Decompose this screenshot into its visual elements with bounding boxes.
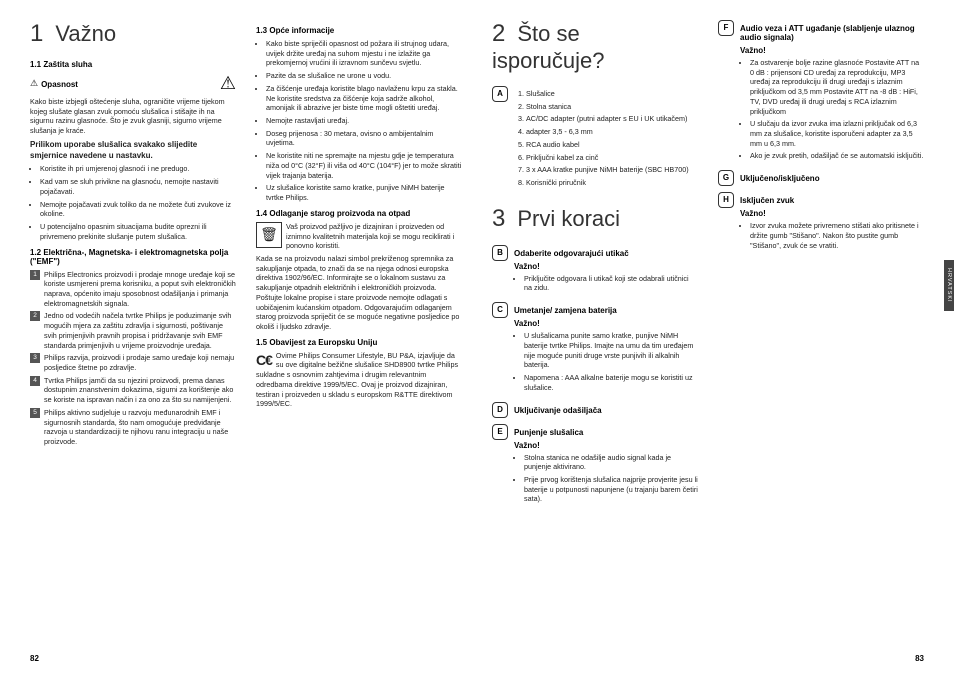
step-c: C Umetanje/ zamjena baterija Važno! U sl… bbox=[492, 302, 698, 395]
step-b: B Odaberite odgovarajući utikač Važno! P… bbox=[492, 245, 698, 296]
step-e: E Punjenje slušalica Važno! Stolna stani… bbox=[492, 424, 698, 508]
heading-3: 3Prvi koraci bbox=[492, 205, 698, 233]
step-f: F Audio veza i ATT ugađanje (slabljenje … bbox=[718, 20, 924, 164]
language-tab: HRVATSKI bbox=[944, 260, 954, 311]
page-num-right: 83 bbox=[915, 654, 924, 663]
para-1: Kako biste izbjegli oštećenje sluha, ogr… bbox=[30, 97, 236, 136]
heading-2: 2Što se isporučuje? bbox=[492, 20, 698, 74]
step-g: G Uključeno/isključeno bbox=[718, 170, 924, 186]
sec-1-4: 1.4 Odlaganje starog proizvoda na otpad bbox=[256, 209, 462, 218]
sec-1-3: 1.3 Opće informacije bbox=[256, 26, 462, 35]
box-a: A bbox=[492, 86, 508, 102]
page-num-left: 82 bbox=[30, 654, 39, 663]
contents-list: Slušalice Stolna stanica AC/DC adapter (… bbox=[514, 89, 698, 188]
hazard-triangle-icon: ⚠ bbox=[220, 73, 236, 94]
box-a-row: A Slušalice Stolna stanica AC/DC adapter… bbox=[492, 86, 698, 191]
sec-1-1: 1.1 Zaštita sluha bbox=[30, 60, 236, 69]
recycle-para: 🗑 Vaš proizvod pažljivo je dizajniran i … bbox=[256, 222, 462, 251]
danger-row: ⚠ Opasnost ⚠ bbox=[30, 73, 236, 94]
recycle-icon: 🗑 bbox=[256, 222, 282, 248]
guidelines-list: Koristite ih pri umjerenoj glasnoći i ne… bbox=[30, 164, 236, 241]
warning-icon: ⚠ bbox=[30, 78, 38, 89]
bold-guide: Prilikom uporabe slušalica svakako slije… bbox=[30, 140, 236, 162]
sec-1-2: 1.2 Električna-, Magnetska- i elektromag… bbox=[30, 248, 236, 266]
heading-1: 1Važno bbox=[30, 20, 236, 48]
emf-list: Philips Electronics proizvodi i prodaje … bbox=[30, 270, 236, 447]
weee-para: Kada se na proizvodu nalazi simbol prekr… bbox=[256, 254, 462, 332]
eu-para: C€ Ovime Philips Consumer Lifestyle, BU … bbox=[256, 351, 462, 409]
step-d: D Uključivanje odašiljača bbox=[492, 402, 698, 418]
sec-1-5: 1.5 Obavijest za Europsku Uniju bbox=[256, 338, 462, 347]
step-h: H Isključen zvuk Važno! Izvor zvuka može… bbox=[718, 192, 924, 253]
general-info-list: Kako biste spriječili opasnost od požara… bbox=[256, 39, 462, 203]
ce-mark-icon: C€ bbox=[256, 351, 272, 370]
